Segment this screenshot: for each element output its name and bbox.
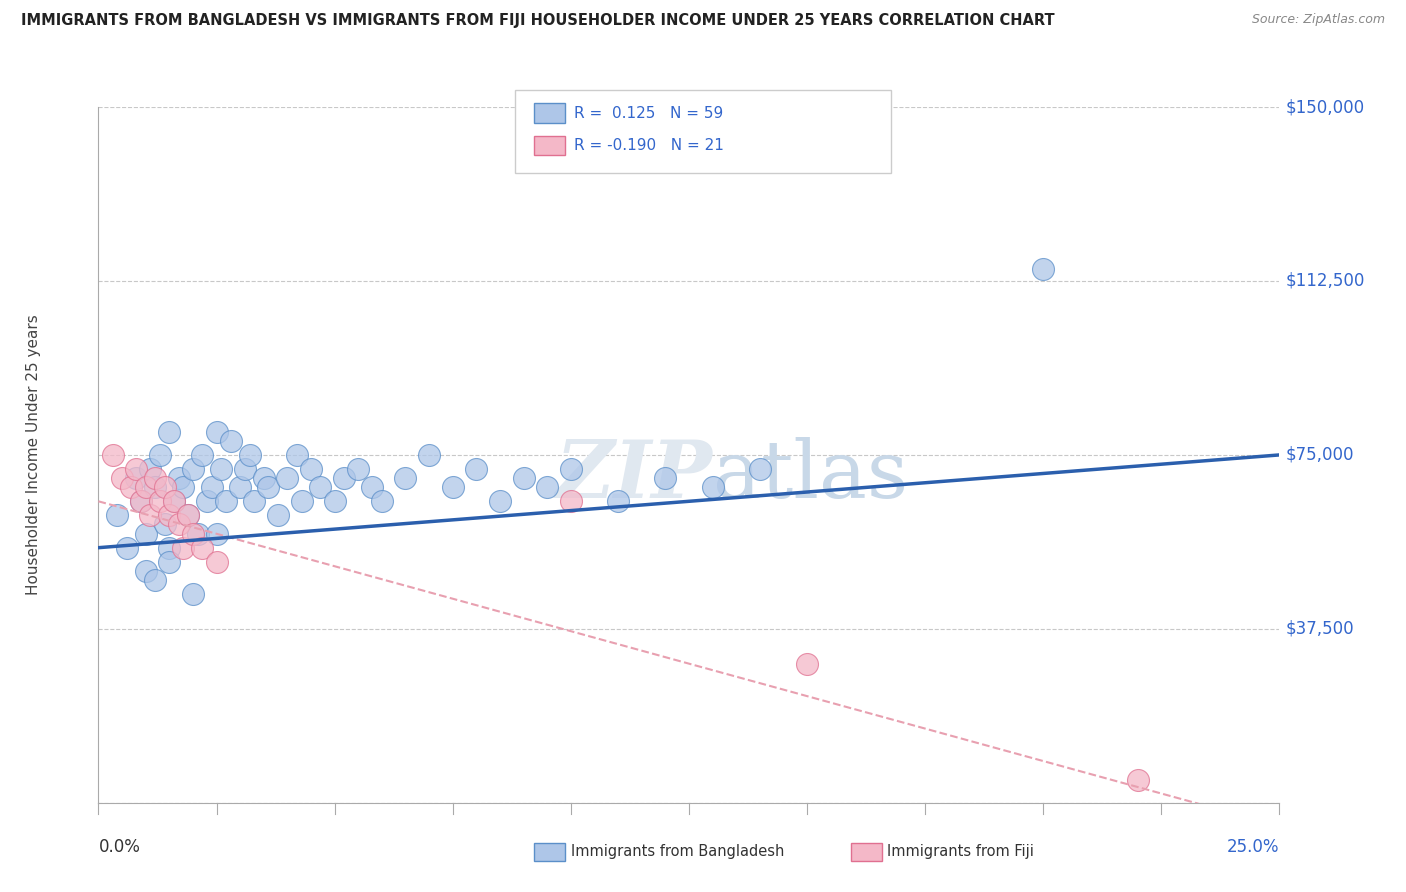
Point (177, 508, 200, 523)
Point (125, 462, 148, 476)
Point (512, 471, 534, 485)
Text: Immigrants from Fiji: Immigrants from Fiji (887, 845, 1033, 859)
Point (172, 480, 194, 494)
Point (394, 471, 416, 485)
Point (163, 494, 186, 508)
Point (323, 494, 346, 508)
Text: 25.0%: 25.0% (1227, 838, 1279, 855)
Text: ZIP: ZIP (555, 437, 713, 515)
Point (441, 480, 464, 494)
Point (135, 564, 157, 578)
Point (143, 480, 166, 494)
Text: Householder Income Under 25 years: Householder Income Under 25 years (25, 315, 41, 595)
Point (181, 587, 204, 601)
Point (115, 541, 138, 555)
Point (702, 480, 724, 494)
Point (125, 471, 148, 485)
Point (157, 555, 180, 569)
Point (285, 448, 308, 462)
Text: IMMIGRANTS FROM BANGLADESH VS IMMIGRANTS FROM FIJI HOUSEHOLDER INCOME UNDER 25 Y: IMMIGRANTS FROM BANGLADESH VS IMMIGRANTS… (21, 13, 1054, 29)
Point (149, 448, 172, 462)
Text: $75,000: $75,000 (1285, 446, 1354, 464)
Text: $112,500: $112,500 (1285, 272, 1365, 290)
Point (153, 480, 176, 494)
Point (143, 573, 166, 587)
Point (172, 541, 194, 555)
Point (143, 471, 166, 485)
Point (276, 471, 298, 485)
Point (209, 462, 232, 476)
Point (309, 480, 332, 494)
Text: 0.0%: 0.0% (98, 838, 141, 855)
Point (139, 462, 162, 476)
Point (181, 526, 204, 541)
Point (347, 462, 370, 476)
Text: R = -0.190   N = 21: R = -0.190 N = 21 (574, 138, 724, 153)
Point (267, 508, 290, 523)
Point (607, 494, 630, 508)
Point (229, 480, 252, 494)
Point (796, 657, 818, 671)
Point (290, 494, 312, 508)
Point (361, 480, 384, 494)
Point (191, 541, 214, 555)
Point (205, 555, 228, 569)
Text: $37,500: $37,500 (1285, 620, 1354, 638)
Point (135, 480, 157, 494)
Point (205, 526, 228, 541)
Point (177, 508, 200, 523)
Point (1032, 262, 1054, 277)
Point (121, 480, 143, 494)
Point (149, 494, 172, 508)
Point (654, 471, 676, 485)
Point (111, 471, 134, 485)
Point (157, 508, 180, 523)
Point (139, 508, 162, 523)
Point (239, 448, 262, 462)
Point (167, 517, 190, 532)
Point (181, 462, 204, 476)
Point (191, 448, 214, 462)
Point (489, 494, 512, 508)
Point (167, 471, 190, 485)
Point (219, 434, 242, 448)
Point (1126, 772, 1149, 787)
Point (560, 494, 582, 508)
Point (243, 494, 266, 508)
Point (153, 517, 176, 532)
Point (371, 494, 394, 508)
Point (233, 462, 256, 476)
Point (157, 425, 180, 439)
Point (333, 471, 356, 485)
Point (129, 494, 152, 508)
Point (299, 462, 322, 476)
Point (105, 508, 128, 523)
Text: Source: ZipAtlas.com: Source: ZipAtlas.com (1251, 13, 1385, 27)
Point (205, 425, 228, 439)
Point (257, 480, 280, 494)
Point (157, 541, 180, 555)
Point (536, 480, 558, 494)
Text: R =  0.125   N = 59: R = 0.125 N = 59 (574, 106, 723, 120)
Text: Immigrants from Bangladesh: Immigrants from Bangladesh (571, 845, 785, 859)
Text: $150,000: $150,000 (1285, 98, 1364, 116)
Point (418, 448, 440, 462)
Point (465, 462, 488, 476)
Point (215, 494, 238, 508)
Point (187, 526, 209, 541)
Point (163, 494, 186, 508)
Point (748, 462, 770, 476)
Text: atlas: atlas (713, 437, 908, 515)
Point (195, 494, 218, 508)
Point (135, 526, 157, 541)
Point (560, 462, 582, 476)
Point (129, 494, 152, 508)
Point (101, 448, 124, 462)
Point (253, 471, 276, 485)
Point (201, 480, 224, 494)
